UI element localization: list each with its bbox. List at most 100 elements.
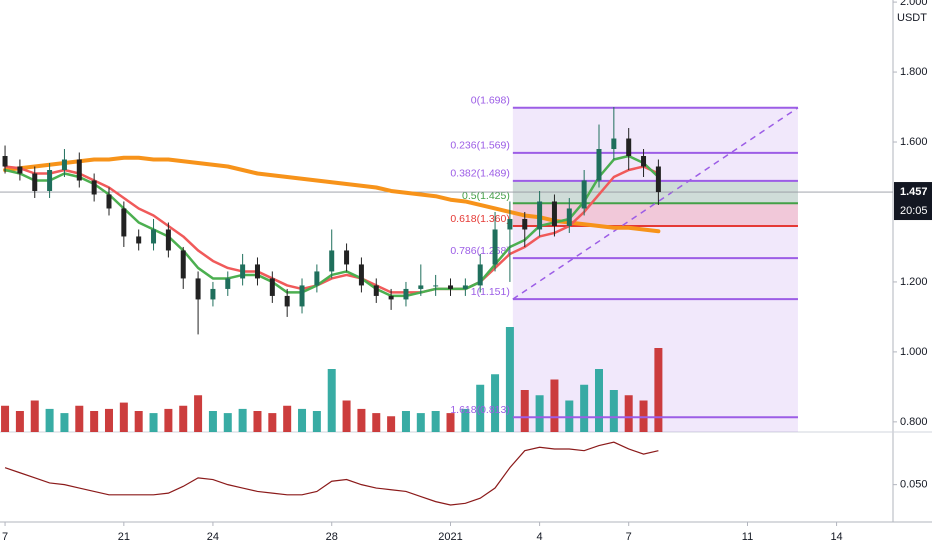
candle-body [448, 285, 454, 289]
y-tick-label: 1.200 [900, 276, 928, 288]
candle-body [418, 285, 424, 289]
volume-bar [149, 413, 158, 432]
volume-bar [134, 411, 143, 432]
candle-body [522, 218, 528, 230]
volume-bar [60, 413, 69, 432]
candle-body [225, 278, 231, 289]
candle-body [329, 250, 335, 272]
candle-body [47, 170, 53, 191]
candle-body [314, 271, 320, 286]
volume-bar [342, 400, 351, 432]
volume-bar [594, 369, 603, 432]
volume-bar [401, 411, 410, 432]
candle-body [106, 194, 112, 209]
candle-body [433, 285, 439, 287]
volume-bar [75, 405, 84, 432]
candle-body [254, 264, 260, 279]
volume-bar [298, 408, 307, 432]
x-tick-label: 7 [626, 531, 632, 543]
candle-body [626, 138, 632, 157]
volume-bar [1, 405, 10, 432]
candle-body [462, 285, 468, 289]
moving-average [3, 155, 661, 234]
volume-bar [654, 348, 663, 432]
candle-body [581, 180, 587, 209]
x-tick-label: 11 [742, 531, 753, 543]
last-price-box [894, 182, 932, 221]
volume-bar [327, 369, 336, 432]
volume-bar [253, 411, 262, 432]
candle-body [32, 173, 38, 191]
volume-bar [45, 408, 54, 432]
candle-body [551, 201, 557, 226]
candle-body [61, 159, 67, 171]
volume-bar [15, 411, 24, 432]
volume-bar [268, 413, 277, 432]
fib-label: 0(1.698) [471, 95, 510, 107]
fib-label: 0.618(1.360) [450, 213, 510, 225]
candle-body [358, 264, 364, 286]
volume-bar [476, 384, 485, 432]
candle-body [566, 208, 572, 226]
x-tick-label: 4 [537, 531, 543, 543]
volume-bar [238, 408, 247, 432]
candle-body [507, 218, 513, 230]
x-tick-label: 7 [2, 531, 8, 543]
candle-body [91, 180, 97, 195]
candle-body [596, 149, 602, 181]
y-tick-label: 2.000 [900, 0, 928, 8]
candle-body [165, 229, 171, 251]
candle-body [641, 156, 647, 167]
volume-bar [194, 395, 203, 432]
fib-label: 1(1.151) [471, 286, 510, 298]
candle-body [344, 250, 350, 265]
candle-body [388, 295, 394, 300]
candle-body [492, 229, 498, 265]
countdown: 20:05 [900, 205, 928, 217]
candle-body [537, 201, 543, 230]
currency: USDT [897, 12, 927, 24]
volume-bar [30, 400, 39, 432]
volume-bar [179, 405, 188, 432]
volume-bar [357, 408, 366, 432]
volume-bar [446, 413, 455, 432]
candle-body [240, 264, 246, 279]
volume-bar [208, 411, 217, 432]
y-tick-label: 1.000 [900, 346, 928, 358]
volume-bar [461, 408, 470, 432]
volume-bar [387, 416, 396, 432]
volume-bar [624, 395, 633, 432]
x-tick-label: 28 [326, 531, 338, 543]
volume-bar [283, 405, 292, 432]
volume-bar [609, 390, 618, 432]
y-tick-label: 0.050 [900, 479, 928, 491]
y-tick-label: 1.600 [900, 136, 928, 148]
candle-body [210, 288, 216, 300]
volume-bar [535, 395, 544, 432]
y-tick-label: 0.800 [900, 416, 928, 428]
volume-bar [164, 408, 173, 432]
x-tick-label: 2021 [438, 531, 462, 543]
volume-bar [505, 327, 514, 432]
y-tick-label: 1.800 [900, 66, 928, 78]
volume-bar [520, 390, 529, 432]
volume-bar [580, 384, 589, 432]
candle-body [76, 159, 82, 181]
volume-bar [104, 408, 113, 432]
candle-body [403, 288, 409, 300]
volume-bar [431, 411, 440, 432]
volume-bar [639, 400, 648, 432]
fib-label: 0.382(1.489) [450, 168, 510, 180]
candle-body [477, 264, 483, 286]
candle-body [121, 208, 127, 237]
volume-bar [372, 413, 381, 432]
candle-body [269, 278, 275, 296]
candle-body [180, 250, 186, 279]
fib-label: 0.5(1.425) [462, 190, 510, 202]
volume-bar [491, 374, 500, 432]
x-tick-label: 21 [118, 531, 130, 543]
volume-bar [223, 413, 232, 432]
indicator-line [4, 441, 659, 506]
